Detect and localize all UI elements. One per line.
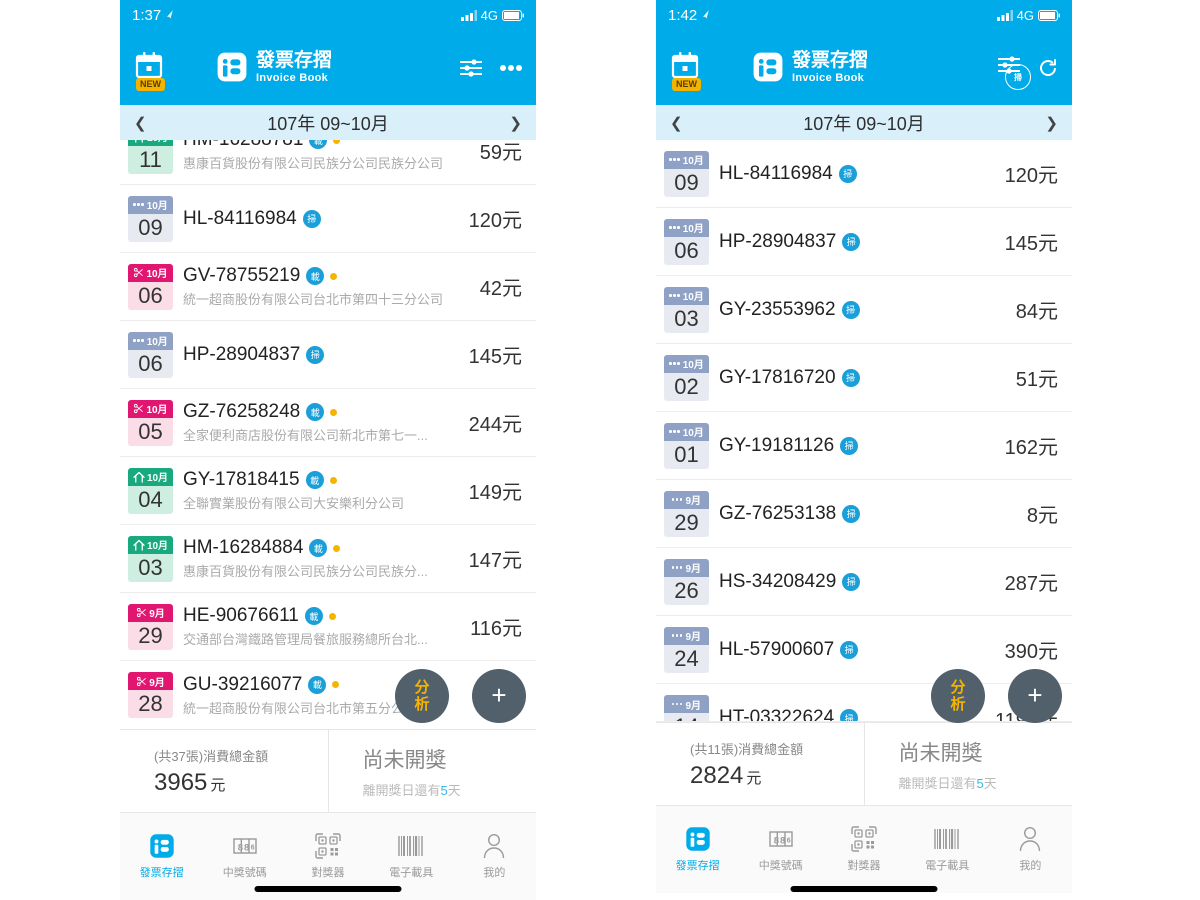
svg-text:8: 8 [773,836,778,847]
svg-text:8: 8 [237,843,242,854]
svg-text:6: 6 [250,845,254,852]
svg-text:6: 6 [786,838,790,845]
svg-text:8: 8 [780,836,785,847]
svg-text:8: 8 [244,843,249,854]
